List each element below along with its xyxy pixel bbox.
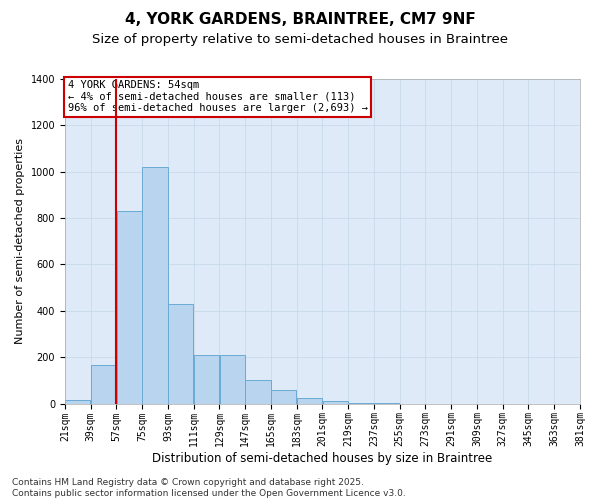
Bar	[116, 211, 142, 404]
Bar	[297, 398, 322, 404]
Bar	[323, 401, 348, 404]
Bar	[220, 355, 245, 404]
Text: Contains HM Land Registry data © Crown copyright and database right 2025.
Contai: Contains HM Land Registry data © Crown c…	[12, 478, 406, 498]
Text: Size of property relative to semi-detached houses in Braintree: Size of property relative to semi-detach…	[92, 32, 508, 46]
Bar	[91, 366, 116, 404]
Text: 4 YORK GARDENS: 54sqm
← 4% of semi-detached houses are smaller (113)
96% of semi: 4 YORK GARDENS: 54sqm ← 4% of semi-detac…	[68, 80, 368, 114]
Bar	[194, 355, 219, 404]
Bar	[168, 304, 193, 404]
Bar	[271, 390, 296, 404]
Y-axis label: Number of semi-detached properties: Number of semi-detached properties	[15, 138, 25, 344]
Text: 4, YORK GARDENS, BRAINTREE, CM7 9NF: 4, YORK GARDENS, BRAINTREE, CM7 9NF	[125, 12, 475, 28]
Bar	[142, 167, 167, 404]
Bar	[245, 380, 271, 404]
Bar	[65, 400, 91, 404]
X-axis label: Distribution of semi-detached houses by size in Braintree: Distribution of semi-detached houses by …	[152, 452, 493, 465]
